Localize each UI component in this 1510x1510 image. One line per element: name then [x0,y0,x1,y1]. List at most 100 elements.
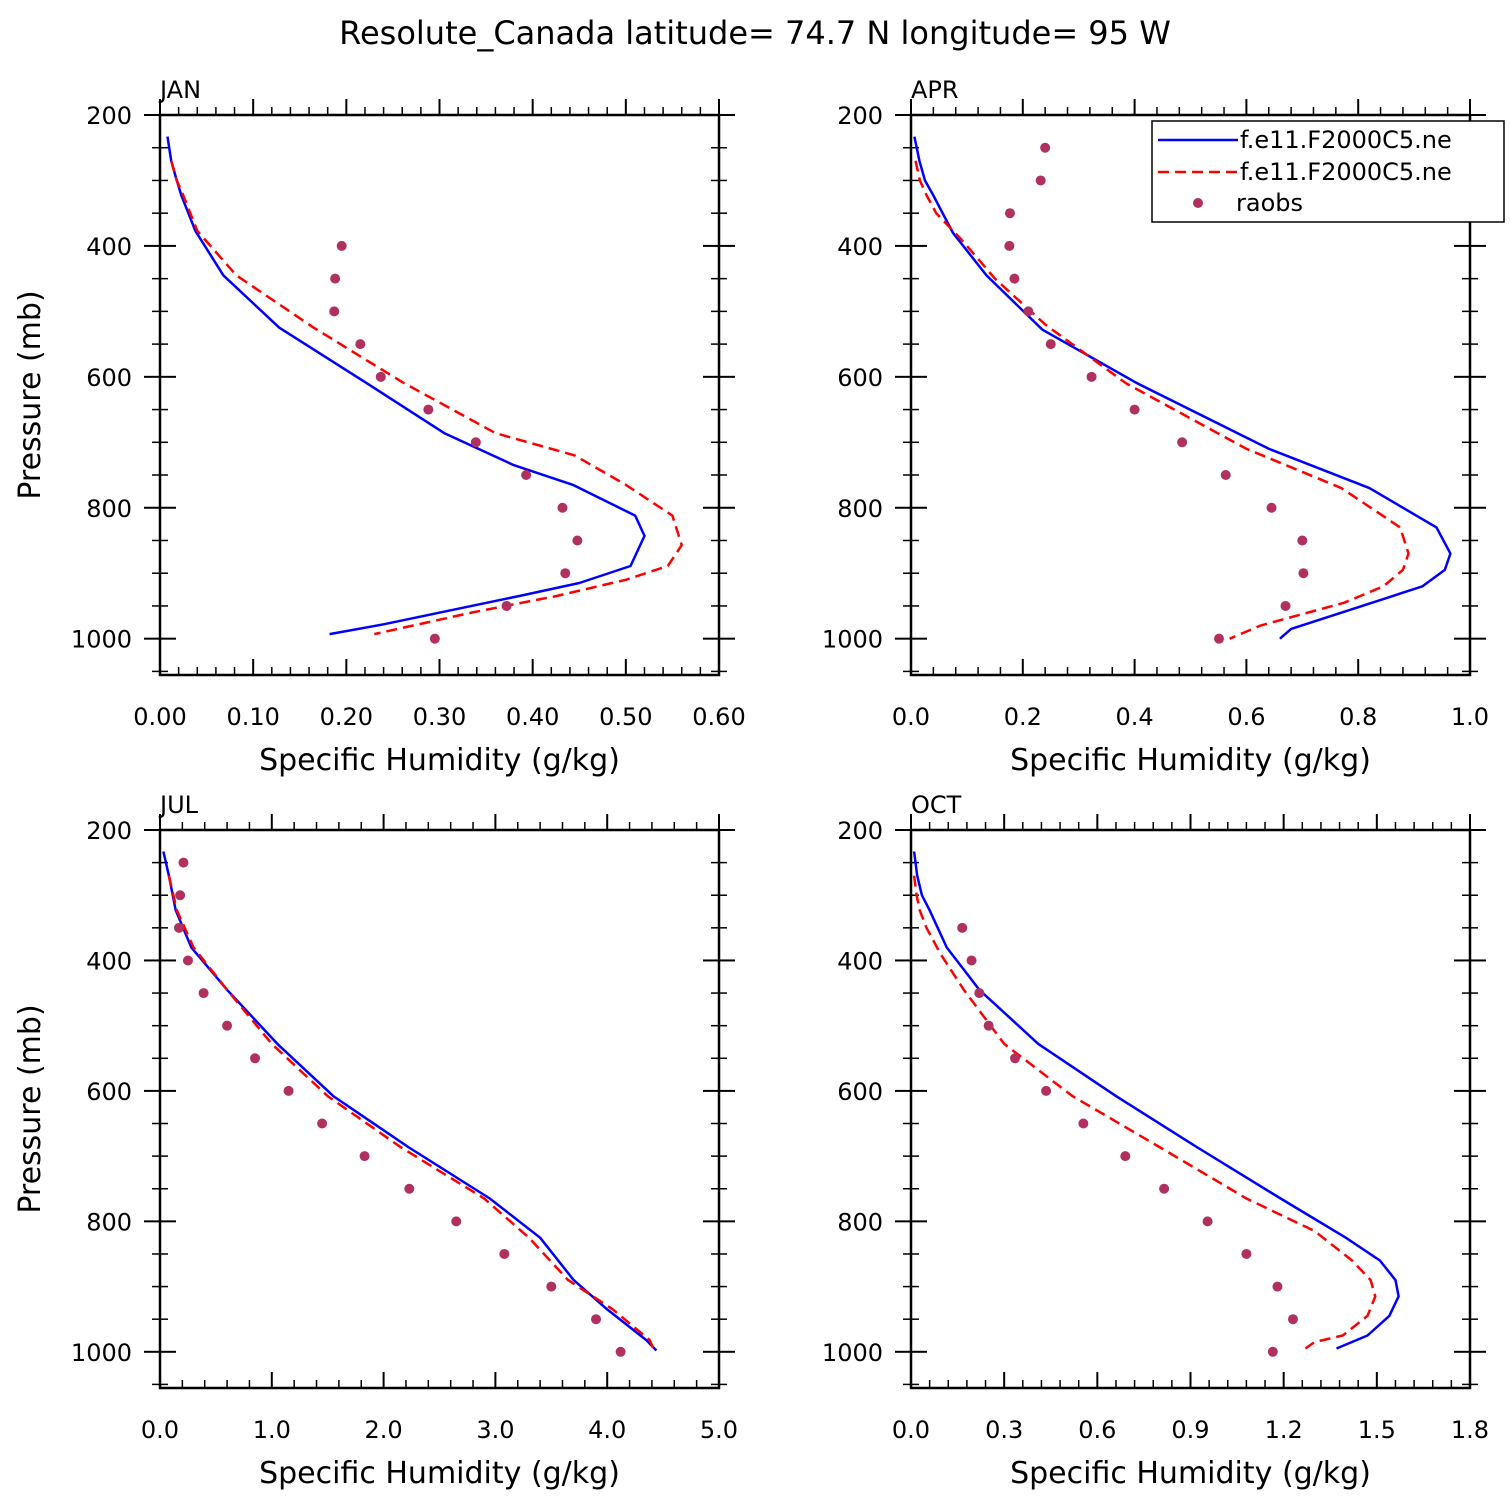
plot-frame [909,113,1472,677]
raobs-point [429,633,440,644]
panel-apr: APR 0.0 0.2 0.4 0.6 0.8 1.0 200 400 600 800 1000 Spe… [822,76,1489,778]
raobs-point [501,600,512,611]
raobs-point [1177,437,1188,448]
raobs-point [572,535,583,546]
series-line-dashed [914,160,1410,640]
raobs-point [957,922,968,933]
series-line-dashed [167,875,656,1351]
x-tick-label: 0.30 [413,703,466,731]
raobs-point [1120,1151,1131,1162]
raobs-point [1035,175,1046,186]
raobs-point [1298,568,1309,579]
raobs-point [1266,502,1277,513]
raobs-point [1078,1118,1089,1129]
raobs-point [557,502,568,513]
raobs-point [1280,600,1291,611]
raobs-point [470,437,481,448]
raobs-point [317,1118,328,1129]
raobs-point [615,1346,626,1357]
raobs-point [178,857,189,868]
raobs-point [423,404,434,415]
y-tick-label: 600 [837,364,883,392]
y-tick-label: 800 [86,1208,132,1236]
y-tick-label: 200 [837,102,883,130]
raobs-point [591,1314,602,1325]
x-tick-label: 5.0 [700,1416,738,1444]
x-tick-label: 0.50 [599,703,652,731]
x-axis-title: Specific Humidity (g/kg) [259,1456,620,1491]
plot-frame [909,828,1472,1390]
raobs-point [546,1281,557,1292]
legend-label-model-a: f.e11.F2000C5.ne [1240,126,1452,154]
raobs-point [250,1053,261,1064]
x-tick-label: 0.10 [226,703,279,731]
x-tick-label: 0.0 [892,1416,930,1444]
x-tick-label: 1.0 [253,1416,291,1444]
series-line-dashed [169,160,683,636]
raobs-point [283,1085,294,1096]
x-tick-label: 0.3 [985,1416,1023,1444]
x-tick-label: 1.0 [1451,703,1489,731]
panels: JAN 0.00 0.10 0.20 0.30 0.40 0.50 0.60 200 400 600… [13,76,1489,1491]
y-tick-label: 400 [86,947,132,975]
y-axis-title: Pressure (mb) [13,290,48,499]
raobs-point [560,568,571,579]
raobs-point [336,240,347,251]
raobs-point [198,988,209,999]
raobs-point [1129,404,1140,415]
x-tick-label: 0.8 [1339,703,1377,731]
x-tick-label: 0.0 [141,1416,179,1444]
raobs-point [1297,535,1308,546]
y-tick-label: 400 [837,233,883,261]
y-tick-label: 800 [86,495,132,523]
raobs-point [1004,240,1015,251]
panel-jan: JAN 0.00 0.10 0.20 0.30 0.40 0.50 0.60 200 400 600… [13,76,746,778]
raobs-point [1010,1053,1021,1064]
x-tick-label: 0.4 [1116,703,1154,731]
raobs-point [329,306,340,317]
page-title: Resolute_Canada latitude= 74.7 N longitu… [339,14,1171,52]
panel-jul: JUL 0.0 1.0 2.0 3.0 4.0 5.0 200 400 600 800 1000 Spe… [13,791,738,1491]
y-tick-label: 800 [837,1208,883,1236]
panel-label: OCT [911,791,962,819]
series-line-solid [162,851,658,1352]
x-tick-label: 0.0 [892,703,930,731]
y-tick-label: 600 [86,364,132,392]
raobs-point [404,1183,415,1194]
x-axis-title: Specific Humidity (g/kg) [1010,743,1371,778]
raobs-point [521,470,532,481]
raobs-point [1041,1085,1052,1096]
x-tick-label: 0.6 [1227,703,1265,731]
raobs-point [174,922,185,933]
raobs-point [1159,1183,1170,1194]
raobs-point [355,339,366,350]
x-tick-label: 4.0 [588,1416,626,1444]
x-tick-label: 0.40 [506,703,559,731]
raobs-point [182,955,193,966]
plot-frame [158,828,721,1390]
plot-frame [158,113,721,677]
raobs-point [1040,142,1051,153]
raobs-point [1202,1216,1213,1227]
series-line-dashed [912,875,1377,1350]
y-tick-label: 200 [86,102,132,130]
panel-label: JAN [158,76,201,104]
y-tick-label: 400 [837,947,883,975]
series-line-solid [913,136,1452,640]
y-tick-label: 600 [86,1078,132,1106]
panel-oct: OCT 0.0 0.3 0.6 0.9 1.2 1.5 1.8 200 400 600 800 1000… [822,791,1489,1491]
x-tick-label: 0.60 [692,703,745,731]
raobs-point [1045,339,1056,350]
panel-label: JUL [158,791,199,819]
raobs-point [1267,1346,1278,1357]
raobs-point [1023,306,1034,317]
x-tick-label: 0.9 [1171,1416,1209,1444]
raobs-point [966,955,977,966]
series-line-solid [912,851,1400,1350]
raobs-point [1004,208,1015,219]
legend-marker-raobs [1193,198,1203,208]
x-axis-title: Specific Humidity (g/kg) [1010,1456,1371,1491]
x-tick-label: 1.8 [1451,1416,1489,1444]
raobs-point [330,273,341,284]
